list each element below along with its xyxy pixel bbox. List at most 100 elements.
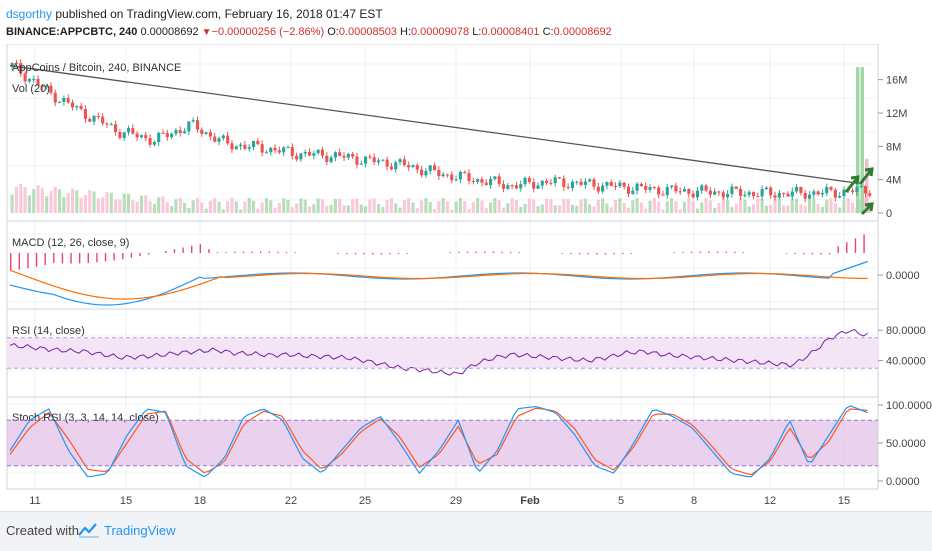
volume-bar (394, 203, 398, 213)
volume-bar (661, 209, 665, 213)
candle-body (501, 184, 506, 189)
x-tick-label: 12 (764, 495, 776, 507)
macd-hist-bar (682, 251, 684, 253)
volume-bar (622, 202, 626, 213)
candle-body (583, 181, 587, 185)
candle-body (493, 176, 497, 179)
volume-bar (19, 183, 23, 213)
macd-hist-bar (147, 253, 150, 255)
candle-body (726, 193, 730, 198)
volume-bars (10, 67, 872, 214)
volume-bar (458, 198, 462, 213)
volume-bar (441, 198, 445, 213)
candle-body (661, 194, 665, 196)
price-axis-labels: 16M 12M 8M 4M 0 0.0000 80.0000 40.0000 100.0000 5… (878, 75, 932, 488)
volume-bar (682, 201, 687, 213)
y-tick-label: 4M (886, 175, 901, 187)
macd-hist-bar (208, 249, 210, 253)
volume-bar (557, 205, 562, 213)
candle-body (562, 178, 566, 187)
candle-body (290, 147, 294, 156)
volume-bar (230, 198, 234, 213)
x-tick-label: 15 (120, 495, 132, 507)
volume-bar (407, 198, 411, 213)
volume-bar (579, 199, 583, 213)
candle-body (385, 159, 389, 167)
macd-hist-bar (561, 253, 564, 254)
volume-bar (303, 199, 307, 213)
volume-bar (842, 200, 846, 213)
candle-body (695, 190, 699, 198)
candle-body (648, 187, 652, 190)
candle-body (407, 165, 411, 168)
candle-body (514, 185, 518, 189)
author-link[interactable]: dsgorthy (6, 7, 53, 21)
candle-body (243, 144, 247, 149)
candle-body (217, 138, 221, 142)
candle-body (269, 147, 273, 153)
trendline[interactable] (9, 65, 859, 184)
volume-bar (122, 193, 126, 213)
volume-bar (62, 197, 66, 213)
tradingview-link[interactable]: TradingView (104, 523, 176, 538)
candle-body (329, 157, 333, 162)
candle-body (277, 150, 281, 153)
x-tick-label: 22 (285, 495, 297, 507)
candle-body (506, 185, 510, 189)
volume-bar (665, 201, 669, 213)
macd-hist-bar (251, 251, 253, 253)
macd-hist-bar (173, 249, 176, 253)
candle-body (49, 85, 53, 93)
candle-body (19, 63, 23, 74)
macd-hist-bar (113, 253, 115, 261)
created-with-text: Created with (6, 523, 79, 538)
volume-bar (618, 198, 622, 213)
candle-body (635, 183, 639, 191)
volume-bar (786, 205, 790, 213)
volume-bar (114, 199, 118, 213)
chart-canvas[interactable]: AppCoins / Bitcoin, 240, BINANCE Vol (20… (0, 44, 932, 511)
signal-line (9, 269, 868, 300)
candle-body (122, 132, 126, 139)
candle-body (200, 129, 204, 134)
candle-body (75, 105, 79, 108)
macd-hist-bar (484, 251, 486, 253)
candle-body (316, 149, 320, 154)
volume-bar (239, 209, 243, 213)
y-tick-label: 12M (886, 108, 907, 120)
volume-bar (316, 198, 320, 213)
macd-pane[interactable]: MACD (12, 26, close, 9) (9, 234, 868, 306)
volume-bar (333, 198, 337, 213)
candle-body (670, 185, 674, 188)
candle-body (36, 78, 40, 86)
macd-hist-bar (475, 251, 477, 253)
volume-bar (471, 202, 475, 213)
volume-bar (118, 199, 122, 213)
macd-hist-bar (18, 253, 21, 270)
candle-body (247, 147, 251, 149)
macd-hist-bar (397, 253, 400, 255)
stoch-pane[interactable]: Stoch RSI (3, 3, 14, 14, close) (7, 405, 878, 478)
candle-body (476, 179, 480, 182)
footer-bar: Created with TradingView (0, 511, 932, 551)
candle-body (355, 156, 359, 165)
tradingview-logo-icon[interactable] (78, 522, 100, 538)
candle-body (96, 115, 100, 117)
candle-body (471, 180, 475, 182)
candle-body (10, 62, 14, 66)
candle-body (79, 105, 83, 109)
volume-bar (208, 200, 212, 213)
candle-body (657, 187, 661, 195)
candle-body (579, 181, 583, 185)
candle-body (575, 181, 579, 183)
rsi-pane[interactable]: RSI (14, close) (7, 325, 878, 376)
down-arrow-icon: ▼ (201, 27, 212, 38)
candle-body (23, 73, 27, 82)
volume-bar (734, 203, 738, 213)
macd-hist-bar (742, 252, 745, 253)
volume-bar (368, 199, 372, 213)
price-pane[interactable]: AppCoins / Bitcoin, 240, BINANCE Vol (20… (9, 59, 874, 216)
volume-pane-title: Vol (20) (12, 83, 50, 95)
stoch-band (7, 420, 878, 466)
volume-bar (381, 206, 385, 213)
